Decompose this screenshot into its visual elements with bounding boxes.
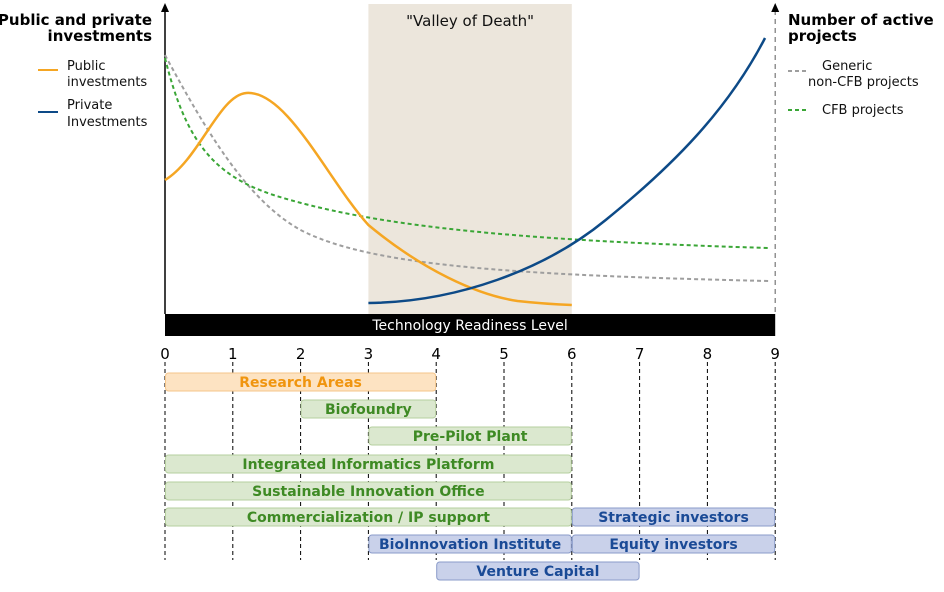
- valley-of-death-band: [368, 4, 572, 314]
- bar-integrated-informatics-platform: [165, 454, 572, 474]
- trl-tick-label-0: 0: [160, 345, 170, 363]
- left-axis-title: Public and private investments: [0, 12, 152, 44]
- bar-research-areas: [165, 372, 437, 392]
- trl-tick-label-8: 8: [703, 345, 713, 363]
- bar-biofoundry: [300, 399, 437, 419]
- generic-projects-curve: [164, 54, 769, 282]
- legend-cfb-label: CFB projects: [822, 103, 904, 118]
- bar-equity-investors: [571, 534, 776, 554]
- valley-of-death-label: "Valley of Death": [406, 12, 534, 30]
- bar-label-biofoundry: Biofoundry: [325, 402, 412, 418]
- trl-tick-label-4: 4: [431, 345, 441, 363]
- legend-private-label-2: Investments: [67, 115, 148, 130]
- bar-commercialization-ip-support: [165, 507, 572, 527]
- bar-venture-capital: [436, 561, 640, 581]
- legend-generic-label-1: Generic: [822, 59, 872, 74]
- bar-label-commercialization-ip-support: Commercialization / IP support: [247, 510, 490, 526]
- right-axis-title-line2: projects: [788, 27, 857, 45]
- right-axis-title: Number of active projects: [788, 12, 938, 44]
- cfb-projects-curve: [164, 57, 769, 249]
- bar-strategic-investors: [571, 507, 776, 527]
- bar-label-research-areas: Research Areas: [239, 375, 362, 391]
- trl-tick-label-6: 6: [567, 345, 577, 363]
- trl-bar-label: Technology Readiness Level: [371, 318, 567, 334]
- bar-label-integrated-informatics-platform: Integrated Informatics Platform: [242, 457, 494, 473]
- left-axis-arrow: [161, 3, 169, 12]
- bar-label-venture-capital: Venture Capital: [476, 564, 599, 580]
- right-axis-arrow: [771, 3, 780, 12]
- trl-tick-label-3: 3: [364, 345, 374, 363]
- bar-label-strategic-investors: Strategic investors: [598, 510, 749, 526]
- public-investments-curve: [164, 91, 572, 307]
- trl-tick-labels: 0 1 2 3 4 5 6 7 8 9: [160, 345, 780, 363]
- legend-public-label-2: investments: [67, 75, 147, 90]
- left-axis-title-line1: Public and private: [0, 11, 152, 29]
- bar-label-pre-pilot-plant: Pre-Pilot Plant: [413, 429, 528, 445]
- bar-pre-pilot-plant: [368, 426, 572, 446]
- bar-label-bioinnovation-institute: BioInnovation Institute: [379, 537, 561, 553]
- trl-bar: [165, 314, 776, 336]
- private-investments-curve: [368, 37, 767, 305]
- legend-private-label-1: Private: [67, 98, 112, 113]
- right-axis-title-line1: Number of active: [788, 11, 934, 29]
- left-axis-title-line2: investments: [47, 27, 152, 45]
- bar-sustainable-innovation-office: [165, 481, 572, 501]
- trl-tick-label-5: 5: [499, 345, 509, 363]
- bar-label-sustainable-innovation-office: Sustainable Innovation Office: [252, 484, 485, 500]
- bar-label-equity-investors: Equity investors: [609, 537, 737, 553]
- trl-tick-label-7: 7: [635, 345, 645, 363]
- legend-generic-label-2: non-CFB projects: [808, 75, 919, 90]
- trl-tick-label-2: 2: [296, 345, 306, 363]
- legend-public-label-1: Public: [67, 59, 105, 74]
- bar-bioinnovation-institute: [368, 534, 572, 554]
- trl-tick-label-9: 9: [770, 345, 780, 363]
- trl-tick-label-1: 1: [228, 345, 238, 363]
